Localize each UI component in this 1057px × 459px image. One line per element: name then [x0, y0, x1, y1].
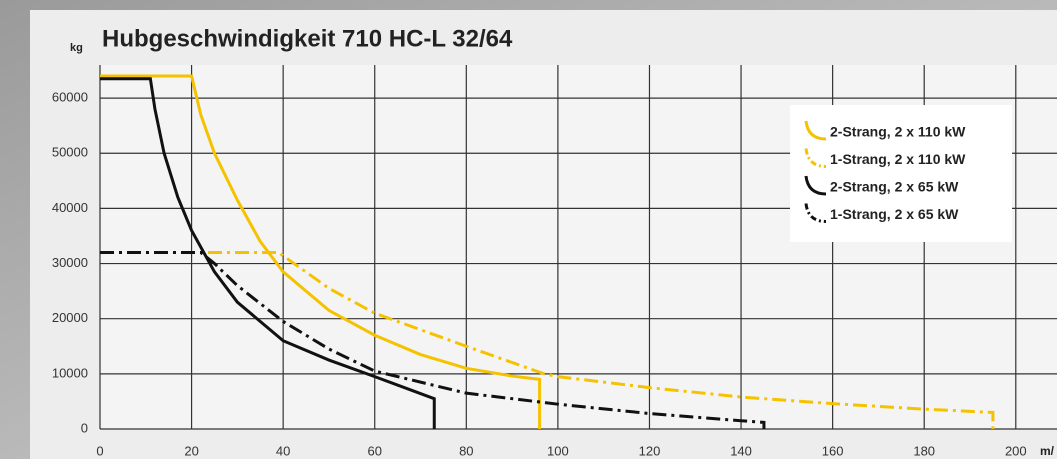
y-tick-label: 20000	[52, 310, 88, 325]
y-tick-label: 50000	[52, 145, 88, 160]
y-axis-label: kg	[70, 42, 83, 54]
x-tick-label: 80	[459, 443, 473, 458]
x-tick-label: 40	[276, 443, 290, 458]
y-tick-label: 0	[81, 420, 88, 435]
x-tick-label: 100	[547, 443, 569, 458]
x-tick-label: 20	[184, 443, 198, 458]
chart-title: Hubgeschwindigkeit 710 HC-L 32/64	[102, 25, 513, 52]
y-tick-label: 60000	[52, 90, 88, 105]
chart: Hubgeschwindigkeit 710 HC-L 32/64 kg m/ …	[0, 0, 1057, 459]
x-tick-label: 200	[1005, 443, 1027, 458]
x-tick-label: 0	[96, 443, 103, 458]
x-tick-label: 140	[730, 443, 752, 458]
legend-label: 1-Strang, 2 x 65 kW	[830, 206, 959, 222]
x-tick-label: 180	[913, 443, 935, 458]
legend-label: 2-Strang, 2 x 65 kW	[830, 179, 959, 195]
y-tick-label: 10000	[52, 365, 88, 380]
y-tick-label: 40000	[52, 200, 88, 215]
y-tick-label: 30000	[52, 255, 88, 270]
legend-label: 2-Strang, 2 x 110 kW	[830, 124, 966, 140]
x-tick-label: 120	[639, 443, 661, 458]
legend-label: 1-Strang, 2 x 110 kW	[830, 151, 966, 167]
x-tick-label: 160	[822, 443, 844, 458]
x-axis-label: m/	[1040, 444, 1055, 458]
x-tick-label: 60	[368, 443, 382, 458]
